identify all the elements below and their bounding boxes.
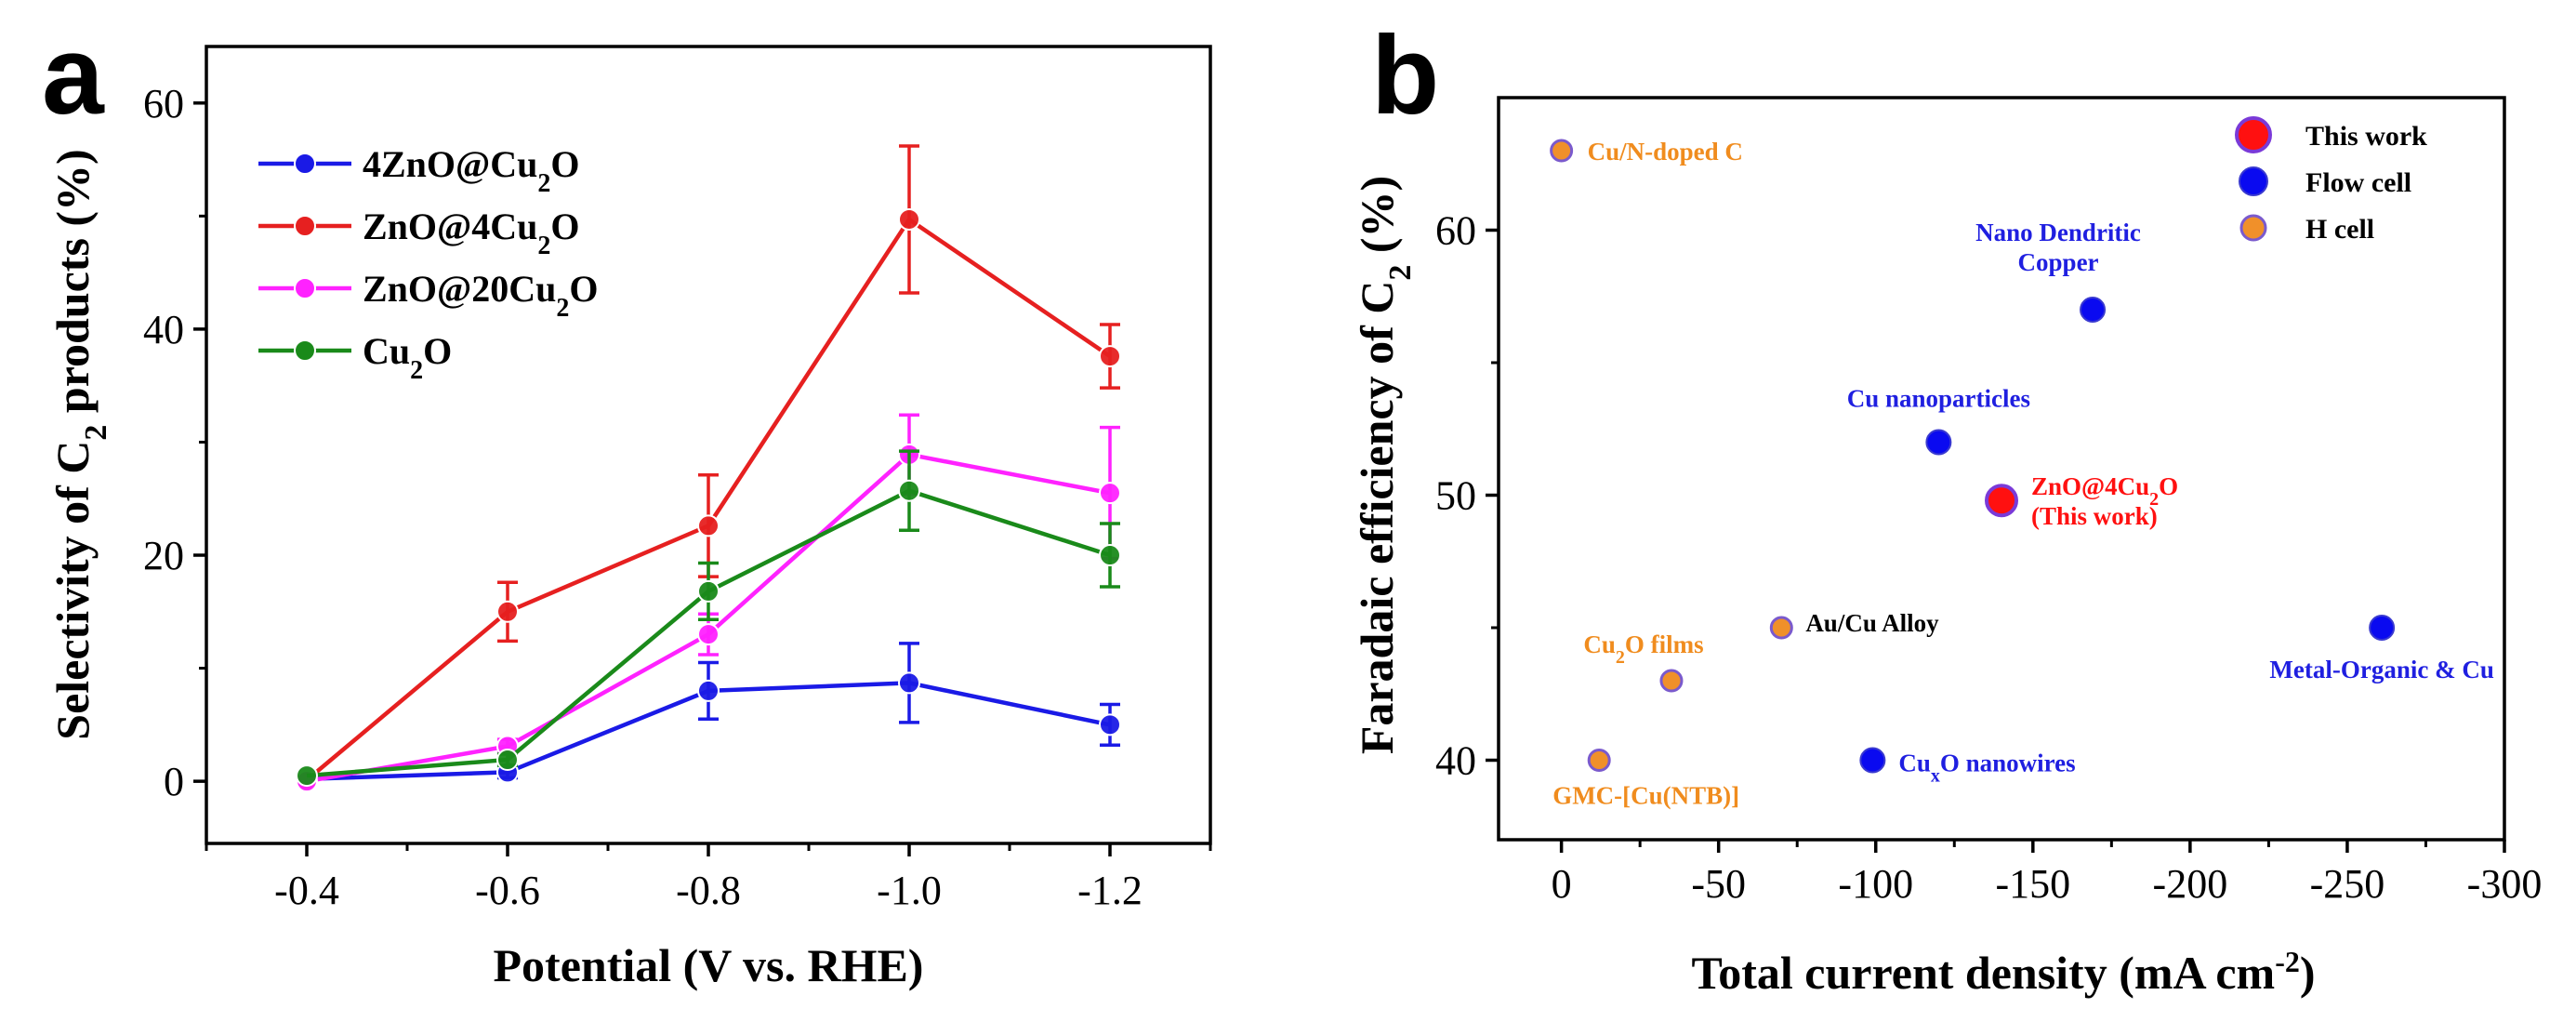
panel-b-x-tick-label--100: -100 [1838,861,1913,907]
panel-b-point-label-au-cu-alloy: Au/Cu Alloy [1805,609,1939,637]
panel-b-y-tick-label-60: 60 [1435,208,1476,254]
panel-b-x-tick-label-0: 0 [1552,861,1572,907]
panel-b-point-label-metal-organic-cu: Metal-Organic & Cu [2269,656,2493,683]
panel-b-point-cu-n-doped-c [1550,139,1574,163]
panel-a-y-axis-label: Selectivity of C2 products (%) [46,149,113,739]
panel-a-y-tick-label-20: 20 [143,533,184,578]
panel-a-legend-marker-zno-20cu2o [294,277,316,299]
panel-a-legend-label-4zno-cu2o: 4ZnO@Cu2O [363,143,580,198]
panel-a-point-zno-4cu2o-3 [898,207,920,231]
panel-a-point-zno-4cu2o-4 [1099,345,1121,368]
panel-a-point-zno-4cu2o-1 [496,600,519,623]
panel-b-point-label-cu-nanoparticles: Cu nanoparticles [1847,385,2030,413]
panel-a-point-cu2o-4 [1099,544,1121,567]
panel-a-legend: 4ZnO@Cu2O ZnO@4Cu2O ZnO@20Cu2O Cu2O [258,143,599,385]
panel-a-series-4zno-cu2o [296,642,1121,790]
panel-a-legend-marker-4zno-cu2o [294,153,316,175]
panel-b-x-tick-label--150: -150 [1995,861,2070,907]
panel-b-x-ticks: 0 -50 -100 -150 -200 -250 -300 [1552,840,2543,907]
panel-b-point-label-gmc-cu-ntb: GMC-[Cu(NTB)] [1552,782,1739,810]
panel-b: b 40 50 60 0 -50 -100 -150 -200 -250 -300 Total … [1351,13,2542,999]
panel-b-point-nano-dendritic-copper [2080,297,2107,323]
panel-b-legend-label-this-work: This work [2305,121,2427,152]
panel-a-legend-label-zno-4cu2o: ZnO@4Cu2O [363,206,580,260]
panel-a-point-zno-20cu2o-2 [697,623,720,646]
panel-a-legend-label-cu2o: Cu2O [363,330,452,385]
panel-a-point-zno-20cu2o-4 [1099,482,1121,505]
panel-a-point-cu2o-2 [697,579,720,603]
panel-a-point-cu2o-1 [496,749,519,772]
panel-a-legend-marker-cu2o [294,339,316,362]
panel-a-y-tick-label-40: 40 [143,307,184,352]
panel-b-point-label-cu-n-doped-c: Cu/N-doped C [1588,138,1743,166]
panel-a-y-tick-label-0: 0 [164,759,184,804]
panel-a-point-4zno-cu2o-3 [898,671,920,695]
panel-b-x-tick-label--200: -200 [2153,861,2228,907]
panel-b-point-label-cuxo-nanowires: CuxO nanowires [1898,750,2075,787]
panel-b-point-gmc-cu-ntb [1587,749,1611,772]
panel-b-legend: This work Flow cell H cell [2235,116,2427,245]
panel-a-legend-marker-zno-4cu2o [294,215,316,237]
panel-a-x-ticks: -0.4 -0.6 -0.8 -1.0 -1.2 [205,843,1212,913]
panel-b-point-cuxo-nanowires [1859,747,1886,774]
panel-b-point-metal-organic-cu [2369,615,2396,641]
panel-a-x-tick-label-4: -1.2 [1077,868,1143,913]
panel-b-y-axis-label: Faradaic efficiency of C2 (%) [1351,176,1418,754]
panel-a-series [296,144,1121,793]
panel-b-legend-marker-h-cell [2239,214,2267,242]
panel-b-legend-label-h-cell: H cell [2305,214,2374,245]
panel-b-x-axis-label: Total current density (mA cm-2) [1691,945,2315,999]
panel-letter-a: a [42,13,105,138]
panel-b-legend-label-flow-cell: Flow cell [2305,167,2411,198]
panel-b-x-tick-label--300: -300 [2467,861,2543,907]
panel-b-y-tick-label-40: 40 [1435,738,1476,784]
panel-b-y-tick-label-50: 50 [1435,473,1476,519]
panel-a-y-tick-label-60: 60 [143,81,184,126]
panel-b-point-label-nano-dendritic-copper: Nano Dendritic Copper [1975,219,2141,276]
panel-a-point-4zno-cu2o-4 [1099,713,1121,736]
panel-b-point-labels: Cu/N-doped C GMC-[Cu(NTB)] Cu2O films Au/Cu… [1552,138,2494,810]
panel-a-y-ticks: 0 20 40 60 [143,81,206,804]
panel-a-point-zno-4cu2o-2 [697,514,720,537]
panel-a-legend-label-zno-20cu2o: ZnO@20Cu2O [363,268,599,323]
panel-a-x-tick-label-2: -0.8 [676,868,741,913]
panel-b-point-label-zno-4cu2o-this-work: ZnO@4Cu2O (This work) [2031,472,2178,530]
panel-a-x-tick-label-1: -0.6 [475,868,540,913]
panel-a-point-cu2o-3 [898,479,920,502]
panel-a-x-axis-label: Potential (V vs. RHE) [494,939,924,991]
panel-a: a 0 20 40 60 -0.4 -0.6 -0.8 -1.0 -1.2 Potential… [42,13,1212,991]
panel-b-point-cu2o-films [1659,669,1684,693]
panel-letter-b: b [1371,13,1439,138]
panel-b-plot-frame [1497,96,2506,842]
panel-b-points [1550,139,2396,774]
panel-b-point-label-cu2o-films: Cu2O films [1583,630,1703,668]
panel-b-legend-marker-flow-cell [2239,166,2268,196]
panel-a-series-cu2o [296,449,1121,788]
panel-b-y-ticks: 40 50 60 [1435,208,1499,784]
panel-b-point-au-cu-alloy [1769,616,1793,640]
panel-b-legend-marker-this-work [2235,116,2272,153]
panel-b-x-tick-label--250: -250 [2310,861,2385,907]
panel-a-x-tick-label-3: -1.0 [877,868,942,913]
panel-b-point-zno-4cu2o-this-work [1985,484,2018,518]
panel-a-point-cu2o-0 [296,764,318,788]
panel-b-point-cu-nanoparticles [1925,429,1952,456]
panel-a-x-tick-label-0: -0.4 [274,868,339,913]
panel-a-plot-frame [205,45,1212,845]
panel-a-point-4zno-cu2o-2 [697,679,720,702]
panel-b-x-tick-label--50: -50 [1691,861,1746,907]
